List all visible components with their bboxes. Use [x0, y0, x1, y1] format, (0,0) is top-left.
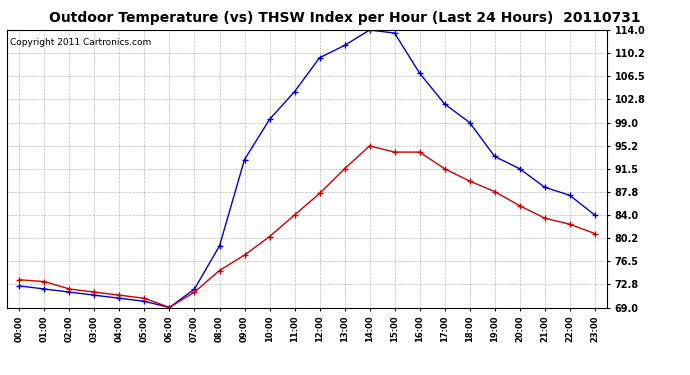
Text: Copyright 2011 Cartronics.com: Copyright 2011 Cartronics.com [10, 38, 151, 47]
Text: Outdoor Temperature (vs) THSW Index per Hour (Last 24 Hours)  20110731: Outdoor Temperature (vs) THSW Index per … [49, 11, 641, 25]
